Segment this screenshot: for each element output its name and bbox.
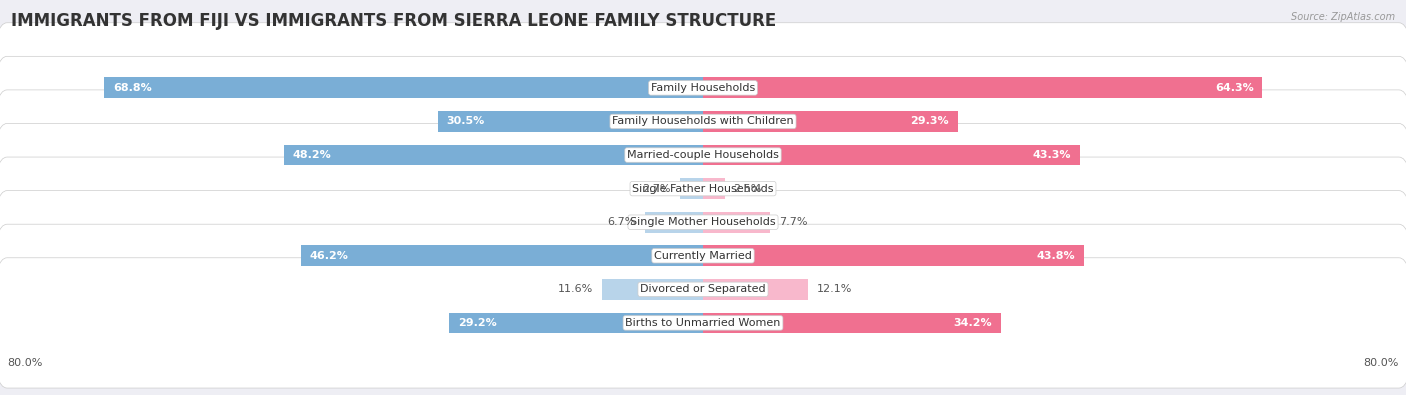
Text: 80.0%: 80.0% [7,358,42,368]
Text: 64.3%: 64.3% [1215,83,1254,93]
FancyBboxPatch shape [0,56,1406,186]
Bar [449,312,703,333]
Text: 2.5%: 2.5% [734,184,762,194]
FancyBboxPatch shape [0,124,1406,254]
Text: 2.7%: 2.7% [643,184,671,194]
Text: Currently Married: Currently Married [654,251,752,261]
Bar [703,312,1001,333]
FancyBboxPatch shape [0,157,1406,287]
FancyBboxPatch shape [0,191,1406,321]
FancyBboxPatch shape [0,224,1406,354]
Bar [602,279,703,300]
Text: 43.3%: 43.3% [1032,150,1071,160]
Bar [437,111,703,132]
Bar [703,111,957,132]
Text: 68.8%: 68.8% [112,83,152,93]
Bar [645,212,703,233]
Bar [679,178,703,199]
Text: Divorced or Separated: Divorced or Separated [640,284,766,294]
Bar [703,212,770,233]
FancyBboxPatch shape [0,258,1406,388]
Bar [703,145,1080,166]
Bar [104,77,703,98]
Text: Married-couple Households: Married-couple Households [627,150,779,160]
Text: Family Households with Children: Family Households with Children [612,117,794,126]
Text: 48.2%: 48.2% [292,150,332,160]
Text: 34.2%: 34.2% [953,318,991,328]
Bar [703,77,1263,98]
Text: Family Households: Family Households [651,83,755,93]
Text: Single Father Households: Single Father Households [633,184,773,194]
Text: Single Mother Households: Single Mother Households [630,217,776,227]
Text: 80.0%: 80.0% [1364,358,1399,368]
Bar [703,245,1084,266]
FancyBboxPatch shape [0,23,1406,153]
Text: 29.3%: 29.3% [911,117,949,126]
Text: IMMIGRANTS FROM FIJI VS IMMIGRANTS FROM SIERRA LEONE FAMILY STRUCTURE: IMMIGRANTS FROM FIJI VS IMMIGRANTS FROM … [11,12,776,30]
Text: Source: ZipAtlas.com: Source: ZipAtlas.com [1291,12,1395,22]
Bar [284,145,703,166]
Text: 11.6%: 11.6% [558,284,593,294]
Text: 30.5%: 30.5% [446,117,485,126]
Text: 7.7%: 7.7% [779,217,807,227]
Text: 43.8%: 43.8% [1036,251,1076,261]
Text: 12.1%: 12.1% [817,284,852,294]
Bar [703,279,808,300]
Text: Births to Unmarried Women: Births to Unmarried Women [626,318,780,328]
Bar [703,178,724,199]
Bar [301,245,703,266]
Text: 6.7%: 6.7% [607,217,636,227]
FancyBboxPatch shape [0,90,1406,220]
Text: 29.2%: 29.2% [458,318,496,328]
Text: 46.2%: 46.2% [309,251,349,261]
